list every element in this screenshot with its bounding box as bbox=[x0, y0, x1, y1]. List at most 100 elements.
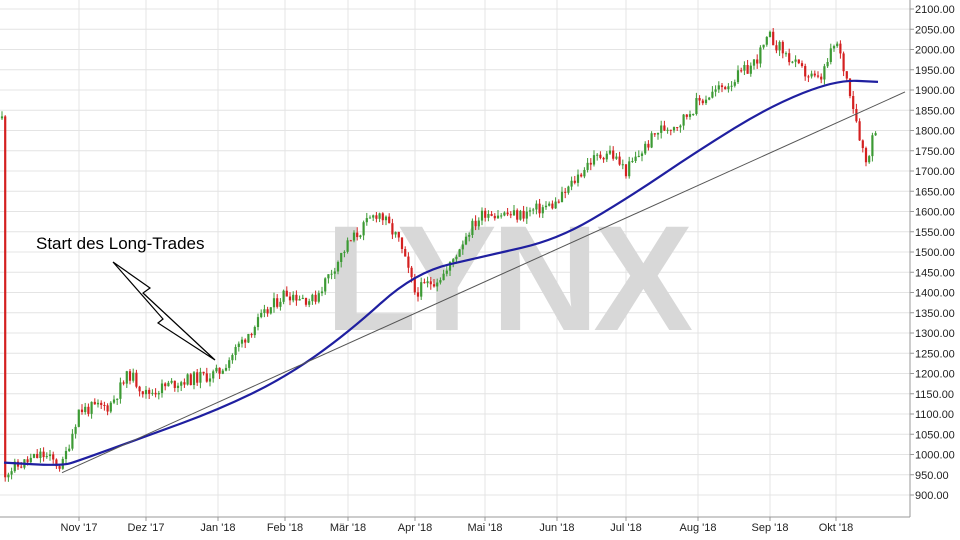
candle-body bbox=[64, 450, 68, 460]
candle-body bbox=[871, 135, 874, 157]
x-tick-label: Jul '18 bbox=[610, 522, 641, 534]
candle-body bbox=[669, 129, 672, 131]
candle-body bbox=[202, 371, 205, 374]
x-axis-ticks: Nov '17 Dez '17 Jan '18 Feb '18 Mär '18 Apr '… bbox=[61, 517, 854, 534]
candle-body bbox=[477, 220, 480, 227]
y-tick-label: 1550.00 bbox=[915, 227, 955, 239]
candle-body bbox=[292, 294, 295, 301]
candle-body bbox=[324, 278, 327, 292]
candle-body bbox=[621, 164, 624, 166]
candle-body bbox=[119, 382, 122, 399]
candle-body bbox=[727, 86, 730, 90]
candle-body bbox=[461, 244, 464, 250]
candle-body bbox=[765, 36, 768, 45]
y-tick-label: 1100.00 bbox=[915, 409, 954, 421]
candle-body bbox=[183, 382, 186, 385]
y-tick-label: 1850.00 bbox=[915, 105, 955, 117]
candle-body bbox=[154, 392, 157, 395]
candle-body bbox=[234, 346, 237, 356]
candle-body bbox=[496, 215, 500, 219]
candle-body bbox=[759, 47, 762, 64]
y-tick-label: 1000.00 bbox=[915, 450, 955, 462]
candle-body bbox=[298, 299, 301, 301]
candle-body bbox=[372, 215, 375, 218]
candle-body bbox=[42, 451, 45, 458]
candle-body bbox=[858, 121, 861, 141]
candles bbox=[0, 28, 877, 482]
candle-body bbox=[640, 153, 644, 156]
candle-body bbox=[269, 307, 272, 314]
annotation-text: Start des Long-Trades bbox=[36, 234, 205, 253]
candle-body bbox=[605, 153, 608, 160]
candle-body bbox=[410, 267, 413, 278]
x-tick-label: Okt '18 bbox=[819, 522, 854, 534]
candle-body bbox=[336, 261, 340, 272]
candle-body bbox=[647, 143, 650, 148]
candle-body bbox=[58, 466, 61, 469]
candle-body bbox=[93, 401, 96, 405]
candle-body bbox=[781, 41, 784, 54]
candle-body bbox=[311, 294, 314, 302]
y-tick-label: 2000.00 bbox=[915, 45, 955, 57]
candle-body bbox=[439, 280, 442, 283]
candle-body bbox=[624, 164, 628, 177]
candle-body bbox=[688, 114, 692, 117]
candle-body bbox=[772, 31, 775, 46]
candle-body bbox=[80, 409, 84, 413]
candle-body bbox=[512, 210, 516, 216]
candle-body bbox=[45, 456, 48, 458]
candle-body bbox=[599, 154, 602, 158]
candle-body bbox=[221, 370, 224, 374]
candle-body bbox=[768, 31, 772, 37]
candle-body bbox=[618, 156, 621, 165]
candle-body bbox=[701, 100, 704, 104]
y-tick-label: 1050.00 bbox=[915, 429, 955, 441]
candle-body bbox=[704, 99, 708, 104]
candle-body bbox=[295, 294, 298, 301]
candle-body bbox=[304, 297, 308, 305]
candle-body bbox=[173, 380, 176, 388]
candle-body bbox=[256, 317, 260, 328]
y-axis-ticks: 900.00 950.00 1000.00 1050.00 1100.00 1150.00… bbox=[910, 4, 955, 502]
candle-body bbox=[736, 70, 740, 83]
x-tick-label: Sep '18 bbox=[752, 522, 789, 534]
candle-body bbox=[788, 53, 791, 63]
candle-body bbox=[813, 73, 816, 76]
candle-body bbox=[176, 385, 180, 388]
candle-body bbox=[228, 360, 231, 368]
candle-body bbox=[196, 372, 199, 383]
y-tick-label: 1200.00 bbox=[915, 369, 955, 381]
candle-body bbox=[682, 114, 685, 126]
candle-body bbox=[100, 402, 103, 405]
candle-body bbox=[775, 45, 778, 51]
x-tick-label: Jun '18 bbox=[539, 522, 574, 534]
candle-body bbox=[519, 210, 522, 220]
candle-body bbox=[90, 401, 93, 414]
candle-body bbox=[266, 309, 269, 314]
candle-body bbox=[29, 457, 32, 463]
candle-body bbox=[848, 78, 852, 97]
candle-body bbox=[116, 398, 119, 400]
candle-body bbox=[596, 154, 599, 156]
candle-body bbox=[458, 249, 461, 257]
y-tick-label: 1150.00 bbox=[915, 389, 954, 401]
candle-body bbox=[215, 367, 218, 372]
candle-body bbox=[276, 298, 279, 307]
candle-body bbox=[522, 210, 525, 219]
candle-body bbox=[151, 392, 154, 394]
candle-body bbox=[631, 160, 634, 162]
candle-body bbox=[109, 402, 112, 412]
annotation-arrow bbox=[112, 261, 216, 361]
candle-body bbox=[698, 98, 701, 101]
y-tick-label: 950.00 bbox=[915, 470, 949, 482]
candle-body bbox=[448, 262, 452, 271]
y-tick-label: 1950.00 bbox=[915, 65, 955, 77]
candle-body bbox=[340, 252, 343, 262]
candle-body bbox=[378, 213, 381, 219]
candle-body bbox=[20, 466, 23, 468]
candle-body bbox=[845, 71, 848, 79]
candle-body bbox=[231, 355, 234, 361]
candle-body bbox=[666, 129, 669, 131]
candle-body bbox=[244, 339, 247, 343]
x-tick-label: Mär '18 bbox=[330, 522, 366, 534]
